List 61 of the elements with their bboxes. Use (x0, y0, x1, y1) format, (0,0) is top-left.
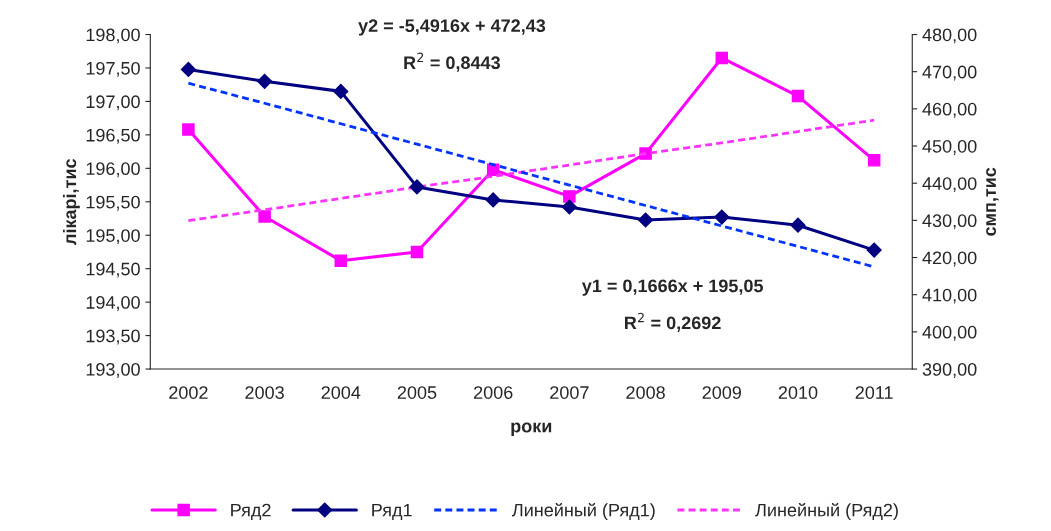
point (409, 179, 425, 195)
y-tick-label: 197,00 (86, 95, 140, 111)
point (714, 209, 730, 225)
y2-tick-label: 410,00 (922, 288, 977, 304)
point (561, 199, 577, 215)
y2-tick-label: 480,00 (922, 28, 977, 44)
line-series (187, 118, 876, 222)
y2-tick-label: 450,00 (922, 139, 977, 155)
point (257, 73, 273, 89)
x-tick-label: 2004 (321, 386, 361, 399)
x-tick-label: 2005 (397, 386, 437, 399)
point (334, 254, 348, 267)
point (180, 61, 196, 78)
legend-label: Ряд1 (372, 503, 412, 520)
y-tick-label: 194,50 (86, 262, 140, 278)
y-tick-label: 198,00 (86, 28, 140, 44)
point (410, 245, 424, 259)
y2-tick-label: 460,00 (922, 102, 977, 118)
annotation: y1 = 0,1666x + 195,05 (581, 279, 764, 296)
legend-label: Линейный (Ряд2) (755, 502, 898, 521)
x-tick-label: 2007 (550, 386, 589, 399)
legend-label: Линейный (Ряд1) (512, 502, 655, 521)
y2-tick-label: 420,00 (922, 251, 977, 267)
x-tick-label: 2010 (778, 386, 818, 399)
x-tick-label: 2002 (169, 386, 208, 399)
y-tick-label: 197,50 (86, 61, 140, 77)
y-axis-title: лікарі,тис (62, 159, 80, 245)
y2-tick-label: 400,00 (922, 325, 977, 341)
y-tick-label: 195,00 (86, 229, 140, 245)
y-tick-label: 195,50 (86, 195, 140, 211)
y2-tick-label: 470,00 (922, 65, 977, 81)
y-tick-label: 196,00 (86, 162, 140, 178)
point (790, 217, 806, 233)
x-tick-label: 2006 (474, 386, 513, 399)
y2-axis-title: смп,тис (986, 167, 999, 236)
annotation: R$^{2}$ = 0,2692 (625, 312, 721, 332)
point (485, 192, 501, 208)
annotation: y2 = -5,4916x + 472,43 (358, 19, 546, 36)
point (867, 154, 881, 167)
point (866, 242, 882, 258)
point (638, 212, 654, 228)
y-tick-label: 194,00 (86, 296, 140, 311)
y2-tick-label: 430,00 (922, 214, 977, 230)
x-axis-title: роки (511, 422, 552, 437)
x-tick-label: 2009 (702, 386, 741, 399)
x-tick-label: 2003 (245, 386, 284, 399)
y-tick-label: 196,50 (86, 128, 140, 144)
legend-label: Ряд2 (231, 503, 271, 520)
annotation: R$^{2}$ = 0,8443 (404, 52, 500, 72)
point (715, 51, 729, 65)
point (182, 123, 195, 136)
y-tick-label: 193,00 (86, 362, 140, 378)
y2-tick-label: 440,00 (922, 177, 977, 193)
x-tick-label: 2008 (626, 386, 665, 399)
point (563, 190, 576, 203)
y-tick-label: 193,50 (86, 329, 140, 345)
point (333, 83, 349, 99)
x-tick-label: 2011 (855, 386, 893, 399)
y2-tick-label: 390,00 (922, 362, 977, 378)
point (258, 210, 271, 223)
point (791, 89, 805, 103)
